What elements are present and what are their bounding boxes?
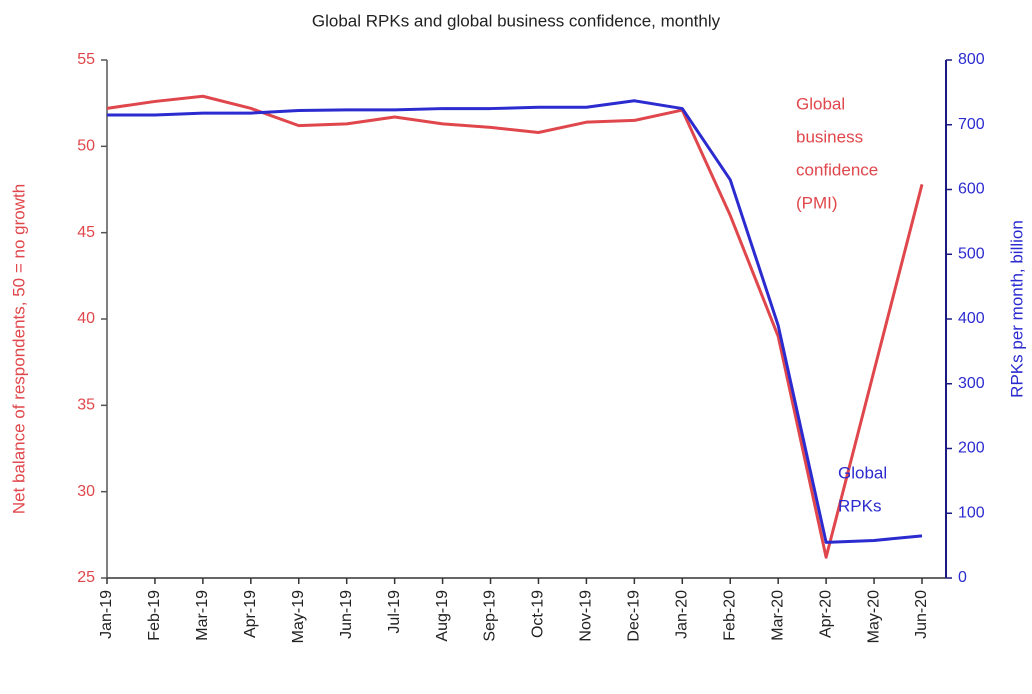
annotation: Global <box>796 94 845 113</box>
x-tick-label: Jun-20 <box>913 590 930 639</box>
y2-axis-label: RPKs per month, billion <box>1007 220 1026 398</box>
x-tick-label: Nov-19 <box>578 590 595 642</box>
y-tick-label: 35 <box>77 397 95 414</box>
y2-tick-label: 800 <box>958 51 985 68</box>
annotation: (PMI) <box>796 193 838 212</box>
y-tick-label: 45 <box>77 224 95 241</box>
x-tick-label: Apr-19 <box>242 590 259 638</box>
annotation: RPKs <box>838 496 881 515</box>
x-tick-label: Feb-20 <box>721 590 738 641</box>
series-line <box>106 94 924 559</box>
y2-tick-label: 100 <box>958 504 985 521</box>
y2-tick-label: 300 <box>958 375 985 392</box>
y2-tick-label: 700 <box>958 116 985 133</box>
x-tick-label: Feb-19 <box>146 590 163 641</box>
x-tick-label: Jan-20 <box>674 590 691 639</box>
y-tick-label: 40 <box>77 310 95 327</box>
x-tick-label: May-19 <box>290 590 307 643</box>
y2-tick-label: 400 <box>958 310 985 327</box>
x-tick-label: Jan-19 <box>98 590 115 639</box>
chart-title: Global RPKs and global business confiden… <box>312 11 721 30</box>
y-axis-label: Net balance of respondents, 50 = no grow… <box>9 184 28 514</box>
x-tick-label: Aug-19 <box>434 590 451 642</box>
y2-tick-label: 500 <box>958 245 985 262</box>
series-line <box>107 99 923 544</box>
y-tick-label: 25 <box>77 569 95 586</box>
x-tick-label: Jul-19 <box>386 590 403 634</box>
x-tick-label: Mar-19 <box>194 590 211 641</box>
y-tick-label: 50 <box>77 138 95 155</box>
x-tick-label: Apr-20 <box>817 590 834 638</box>
x-tick-label: Mar-20 <box>769 590 786 641</box>
annotation: Global <box>838 463 887 482</box>
y2-tick-label: 600 <box>958 181 985 198</box>
x-tick-label: Jun-19 <box>338 590 355 639</box>
x-tick-label: Sep-19 <box>482 590 499 642</box>
x-tick-label: Oct-19 <box>530 590 547 638</box>
annotation: confidence <box>796 160 878 179</box>
y2-tick-label: 0 <box>958 569 967 586</box>
x-tick-label: May-20 <box>865 590 882 643</box>
y2-tick-label: 200 <box>958 440 985 457</box>
annotation: business <box>796 127 863 146</box>
y-tick-label: 55 <box>77 51 95 68</box>
y-tick-label: 30 <box>77 483 95 500</box>
x-tick-label: Dec-19 <box>626 590 643 642</box>
